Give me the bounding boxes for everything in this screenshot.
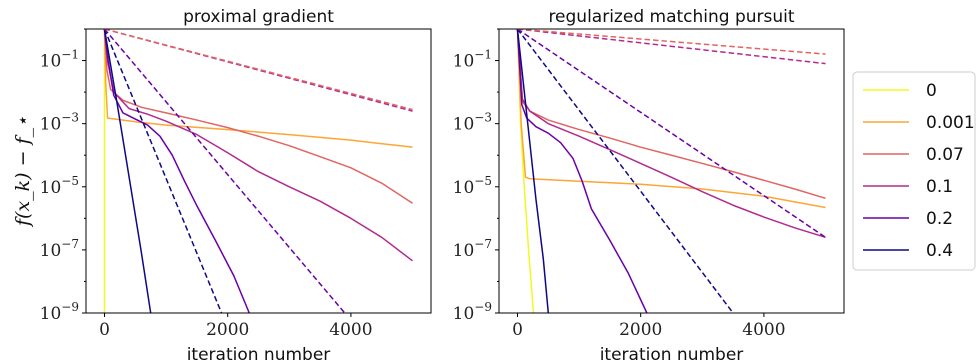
legend-box: [852, 71, 976, 271]
x-tick-label: 0: [512, 320, 523, 340]
legend-label: 0: [926, 81, 937, 101]
x-tick-label: 0: [99, 320, 110, 340]
y-tick-label: 10−5: [453, 174, 492, 198]
legend-label: 0.2: [926, 209, 953, 229]
series-group: [103, 29, 413, 313]
x-tick-label: 4000: [329, 320, 372, 340]
series-line-dashed-9: [517, 29, 826, 55]
y-tick-label: 10−1: [453, 48, 492, 72]
series-line-0-07: [103, 29, 413, 204]
series-group: [516, 29, 826, 313]
series-line-dashed-6: [103, 29, 223, 313]
y-tick-label: 10−3: [40, 111, 79, 135]
x-tick-label: 4000: [742, 320, 785, 340]
legend-label: 0.001: [926, 113, 975, 133]
panel-regularized-matching-pursuit: 0 2000 4000 10−9 10−7 10−5 10−3 10−1 regularized…: [453, 7, 845, 364]
series-line-dashed-6: [516, 29, 734, 313]
x-tick-label: 2000: [206, 320, 249, 340]
series-line-dashed-7: [517, 29, 826, 238]
series-line-0-4: [103, 29, 152, 313]
x-axis-label: iteration number: [187, 345, 331, 364]
series-line-0-4: [516, 29, 550, 313]
series-line-dashed-9: [104, 29, 413, 111]
x-axis-label: iteration number: [600, 345, 744, 364]
axes-frame: [85, 28, 432, 314]
y-tick-label: 10−7: [40, 237, 79, 261]
series-line-dashed-8: [517, 29, 826, 65]
series-line-0-001: [516, 29, 826, 209]
panel-title: regularized matching pursuit: [548, 7, 794, 27]
series-line-0-2: [516, 29, 648, 313]
series-line-0-07: [516, 29, 826, 200]
axes-frame: [498, 28, 845, 314]
y-tick-label: 10−1: [40, 48, 79, 72]
series-line-dashed-7: [103, 29, 346, 313]
series-line-0-1: [103, 29, 413, 262]
series-line-0-001: [103, 29, 413, 148]
y-tick-label: 10−7: [453, 237, 492, 261]
legend-label: 0.07: [926, 145, 964, 165]
y-tick-label: 10−9: [453, 300, 492, 324]
panel-proximal-gradient: 0 2000 4000 10−9 10−7 10−5 10−3 10−1 proximal gr…: [40, 7, 432, 364]
legend-label: 0.1: [926, 177, 953, 197]
legend: 0 0.001 0.07 0.1 0.2 0.4: [852, 71, 976, 271]
y-tick-label: 10−3: [453, 111, 492, 135]
y-axis-label: f(x_k) − f_⋆: [12, 116, 34, 228]
x-tick-label: 2000: [619, 320, 662, 340]
y-tick-label: 10−5: [40, 174, 79, 198]
series-line-0-2: [103, 29, 250, 313]
panel-title: proximal gradient: [183, 7, 334, 27]
series-line-0-1: [516, 29, 826, 239]
y-tick-label: 10−9: [40, 300, 79, 324]
legend-label: 0.4: [926, 241, 953, 261]
